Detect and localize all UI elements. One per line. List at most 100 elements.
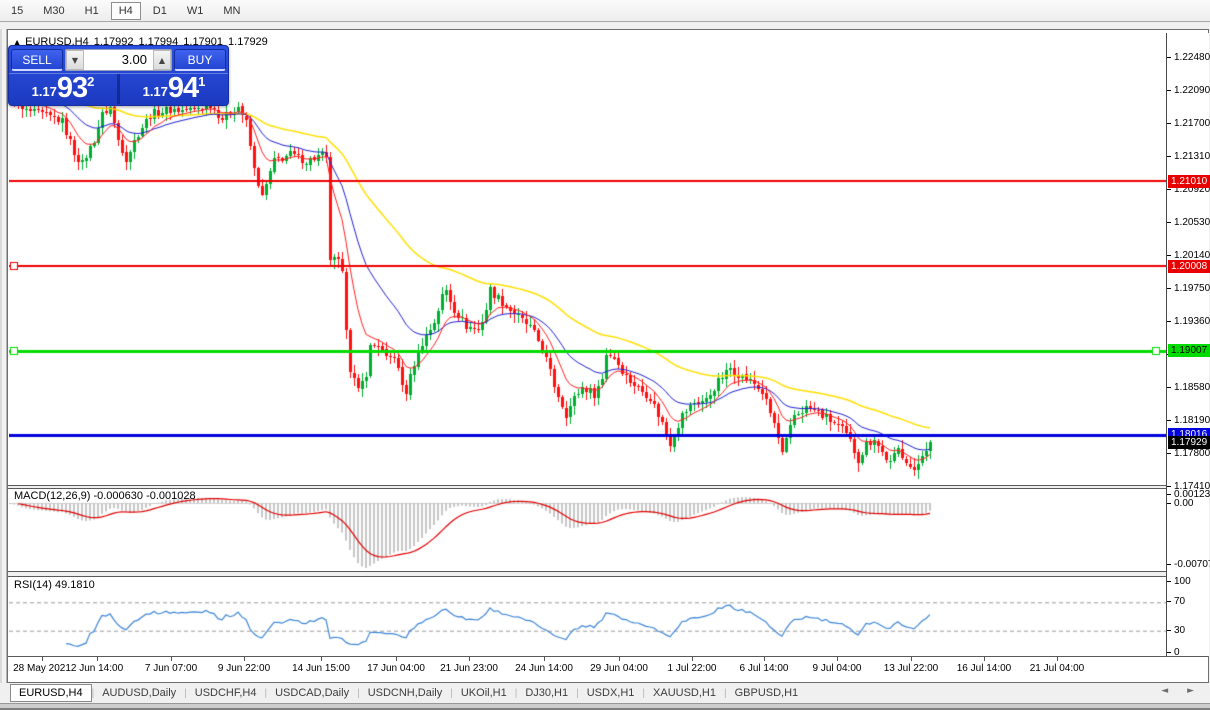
price-axis-tick-label: 1.21700 — [1174, 118, 1210, 129]
price-line-label: 1.21010 — [1168, 174, 1210, 188]
timeframe-button-mn[interactable]: MN — [223, 4, 241, 17]
buy-price-display[interactable]: 1.17 94 1 — [120, 74, 228, 104]
chart-tab-usdcnh[interactable]: USDCNH,Daily — [367, 687, 443, 699]
date-axis-label: 2 Jun 14:00 — [70, 663, 124, 674]
date-axis-label: 13 Jul 22:00 — [883, 663, 939, 674]
sell-price-small: 1.17 — [31, 84, 57, 99]
date-axis-label: 1 Jul 22:00 — [667, 663, 717, 674]
chart-tab-usdcad[interactable]: USDCAD,Daily — [275, 687, 350, 699]
price-divider — [117, 74, 120, 104]
chart-tab-dj30[interactable]: DJ30,H1 — [525, 687, 569, 699]
price-axis-tick-mark — [1167, 420, 1171, 421]
price-line-label: 1.17929 — [1168, 435, 1210, 449]
tab-separator: | — [450, 687, 453, 699]
price-axis-tick-label: 1.20140 — [1174, 250, 1210, 261]
date-axis-label: 7 Jun 07:00 — [144, 663, 198, 674]
price-axis-tick-label: 1.20530 — [1174, 217, 1210, 228]
price-axis-tick-mark — [1167, 123, 1171, 124]
chart-tab-audusd[interactable]: AUDUSD,Daily — [102, 687, 177, 699]
rsi-panel-splitter[interactable] — [8, 571, 1208, 577]
indicator-axis-tick-mark — [1167, 494, 1171, 495]
date-axis[interactable]: 28 May 2021 2 Jun 14:00 7 Jun 07:00 9 Jun 2… — [9, 657, 1166, 682]
tab-separator: | — [514, 687, 518, 699]
timeframe-toolbar: 15 M30 H1 H4 D1 W1 MN — [0, 0, 1210, 22]
volume-increase-button[interactable]: ▲ — [153, 50, 171, 70]
indicator-axis-tick-mark — [1167, 503, 1171, 504]
date-axis-label: 6 Jul 14:00 — [739, 663, 789, 674]
date-axis-tick-mark — [619, 657, 620, 661]
price-line-label: 1.20008 — [1168, 259, 1210, 273]
buy-price-pipette: 1 — [198, 74, 206, 89]
date-axis-tick-mark — [544, 657, 545, 661]
price-axis-tick-label: 1.17410 — [1174, 481, 1210, 492]
window-left-edge — [0, 29, 7, 683]
date-axis-tick-mark — [984, 657, 985, 661]
one-click-trade-panel: SELL ▼ 3.00 ▲ BUY 1.17 93 2 1.17 94 1 — [8, 45, 229, 106]
indicator-axis-tick-label: -0.00707 — [1174, 559, 1210, 570]
tab-scroll-arrows[interactable]: ◄ ► — [1161, 686, 1202, 696]
tab-separator: | — [91, 687, 95, 699]
date-axis-label: 9 Jul 04:00 — [812, 663, 862, 674]
chart-tab-eurusd[interactable]: EURUSD,H4 — [10, 684, 92, 702]
tab-separator: | — [723, 687, 727, 699]
price-axis-tick-mark — [1167, 255, 1171, 256]
volume-decrease-button[interactable]: ▼ — [66, 50, 84, 70]
price-axis-tick-label: 1.22480 — [1174, 52, 1210, 63]
chart-tab-xauusd[interactable]: XAUUSD,H1 — [653, 687, 716, 699]
date-axis-tick-mark — [42, 657, 43, 661]
price-axis-tick-mark — [1167, 90, 1171, 91]
tab-separator: | — [642, 687, 646, 699]
indicator-axis-tick-mark — [1167, 630, 1171, 631]
buy-button[interactable]: BUY — [174, 49, 226, 71]
chart-tab-gbpusd[interactable]: GBPUSD,H1 — [734, 687, 799, 699]
date-axis-separator — [8, 656, 1208, 657]
indicator-axis-tick-mark — [1167, 601, 1171, 602]
price-axis-tick-label: 1.19750 — [1174, 283, 1210, 294]
volume-input[interactable]: 3.00 — [121, 52, 147, 67]
sell-price-display[interactable]: 1.17 93 2 — [9, 74, 117, 104]
chart-tab-ukoil[interactable]: UKOil,H1 — [460, 687, 507, 699]
date-axis-tick-mark — [764, 657, 765, 661]
timeframe-button-m30[interactable]: M30 — [43, 4, 65, 17]
sell-button[interactable]: SELL — [11, 49, 63, 71]
price-axis-tick-label: 1.22090 — [1174, 85, 1210, 96]
timeframe-button-h4[interactable]: H4 — [110, 1, 141, 20]
main-chart-canvas[interactable] — [9, 33, 1166, 486]
date-axis-label: 29 Jun 04:00 — [590, 663, 648, 674]
timeframe-button-15[interactable]: 15 — [11, 4, 24, 17]
bottom-scroll-strip[interactable] — [0, 703, 1210, 710]
buy-price-big: 94 — [167, 72, 199, 104]
timeframe-button-h1[interactable]: H1 — [84, 4, 99, 17]
price-axis-tick-label: 1.19360 — [1174, 316, 1210, 327]
price-axis-tick-label: 1.18190 — [1174, 415, 1210, 426]
date-axis-tick-mark — [692, 657, 693, 661]
date-axis-label: 17 Jun 04:00 — [367, 663, 425, 674]
indicator-axis-tick-label: 30 — [1174, 625, 1186, 636]
price-axis[interactable]: 1.22480 1.22090 1.21700 1.21310 1.20920 1.205… — [1166, 33, 1210, 658]
rsi-indicator-label: RSI(14) 49.1810 — [14, 579, 95, 591]
price-axis-tick-label: 1.20920 — [1174, 184, 1210, 195]
indicator-axis-tick-label: 100 — [1174, 576, 1191, 587]
rsi-indicator-canvas[interactable] — [9, 577, 1166, 656]
date-axis-tick-mark — [1057, 657, 1058, 661]
macd-indicator-label: MACD(12,26,9) -0.000630 -0.001028 — [14, 490, 196, 502]
chart-tab-usdx[interactable]: USDX,H1 — [586, 687, 635, 699]
price-axis-tick-label: 1.17800 — [1174, 448, 1210, 459]
price-axis-tick-mark — [1167, 387, 1171, 388]
macd-indicator-canvas[interactable] — [9, 489, 1166, 571]
price-axis-tick-mark — [1167, 57, 1171, 58]
macd-panel-splitter[interactable] — [8, 485, 1208, 489]
timeframe-button-w1[interactable]: W1 — [186, 4, 204, 17]
chart-tab-usdchf[interactable]: USDCHF,H4 — [194, 687, 257, 699]
timeframe-button-d1[interactable]: D1 — [152, 4, 167, 17]
collapse-arrow-icon[interactable]: ▲ — [14, 37, 21, 47]
date-axis-label: 28 May 2021 — [13, 663, 71, 674]
date-axis-tick-mark — [171, 657, 172, 661]
date-axis-tick-mark — [837, 657, 838, 661]
tab-separator: | — [184, 687, 187, 699]
tab-separator: | — [357, 687, 360, 699]
date-axis-label: 14 Jun 15:00 — [292, 663, 350, 674]
ohlc-close: 1.17929 — [228, 36, 268, 48]
date-axis-tick-mark — [911, 657, 912, 661]
